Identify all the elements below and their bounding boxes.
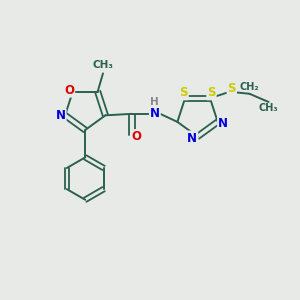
Text: H: H (151, 98, 159, 107)
Text: CH₃: CH₃ (92, 59, 113, 70)
Text: S: S (179, 86, 188, 99)
Text: S: S (207, 86, 216, 99)
Text: CH₃: CH₃ (259, 103, 278, 113)
Text: CH₂: CH₂ (240, 82, 259, 92)
Text: N: N (218, 117, 228, 130)
Text: N: N (56, 110, 66, 122)
Text: O: O (131, 130, 141, 143)
Text: O: O (64, 84, 74, 97)
Text: N: N (187, 131, 197, 145)
Text: N: N (150, 107, 160, 120)
Text: S: S (227, 82, 236, 95)
